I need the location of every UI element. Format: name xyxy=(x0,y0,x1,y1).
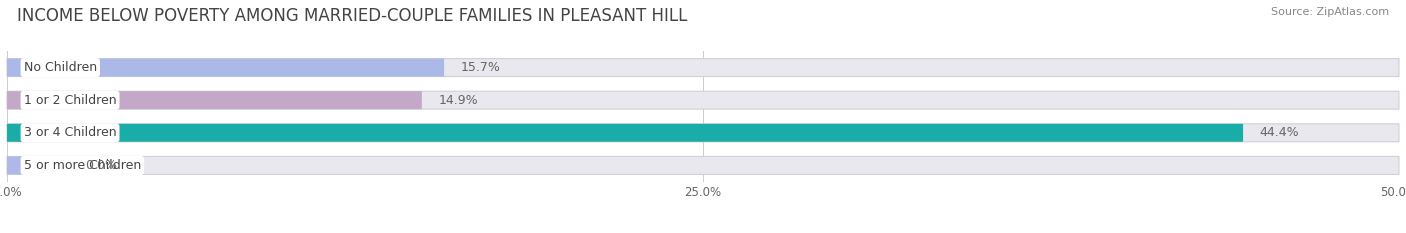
FancyBboxPatch shape xyxy=(7,157,1399,174)
FancyBboxPatch shape xyxy=(7,124,1399,142)
FancyBboxPatch shape xyxy=(7,58,444,76)
Text: No Children: No Children xyxy=(24,61,97,74)
FancyBboxPatch shape xyxy=(7,91,1399,109)
Text: 0.0%: 0.0% xyxy=(84,159,117,172)
FancyBboxPatch shape xyxy=(7,157,69,174)
FancyBboxPatch shape xyxy=(7,124,1243,142)
Text: 15.7%: 15.7% xyxy=(461,61,501,74)
FancyBboxPatch shape xyxy=(7,91,422,109)
FancyBboxPatch shape xyxy=(7,58,1399,76)
Text: 3 or 4 Children: 3 or 4 Children xyxy=(24,126,117,139)
Text: 1 or 2 Children: 1 or 2 Children xyxy=(24,94,117,107)
Text: 5 or more Children: 5 or more Children xyxy=(24,159,141,172)
Text: 44.4%: 44.4% xyxy=(1260,126,1299,139)
Text: Source: ZipAtlas.com: Source: ZipAtlas.com xyxy=(1271,7,1389,17)
Text: INCOME BELOW POVERTY AMONG MARRIED-COUPLE FAMILIES IN PLEASANT HILL: INCOME BELOW POVERTY AMONG MARRIED-COUPL… xyxy=(17,7,688,25)
Text: 14.9%: 14.9% xyxy=(439,94,478,107)
